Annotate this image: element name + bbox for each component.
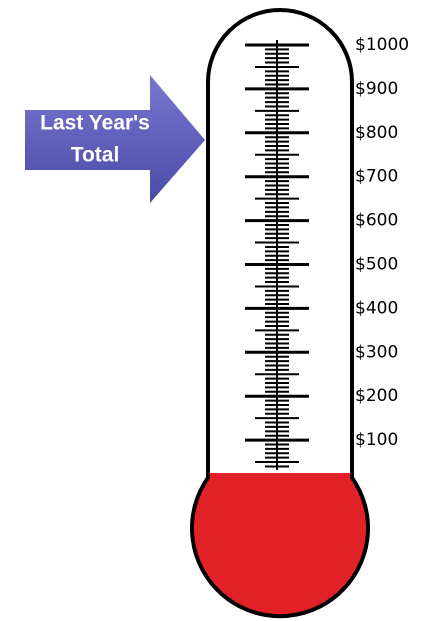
scale-label: $100 <box>355 430 398 450</box>
scale-label: $1000 <box>355 35 409 55</box>
scale-labels: $1000 $900 $800 $700 $600 $500 $400 $300 $200 $10… <box>355 35 409 450</box>
thermometer-graphic: Last Year's Total $1000$900$800$700$600$… <box>0 0 425 621</box>
arrow-label: Total <box>71 144 120 167</box>
scale-label: $800 <box>355 123 398 143</box>
scale-label: $200 <box>355 386 398 406</box>
scale-label: $400 <box>355 298 398 318</box>
arrow-label: Last Year's <box>40 112 150 135</box>
mercury <box>192 473 368 616</box>
scale-label: $500 <box>355 255 398 275</box>
scale-label: $600 <box>355 211 398 231</box>
scale-label: $900 <box>355 79 398 99</box>
scale-label: $700 <box>355 167 398 187</box>
scale-label: $300 <box>355 342 398 362</box>
arrow <box>25 75 205 203</box>
